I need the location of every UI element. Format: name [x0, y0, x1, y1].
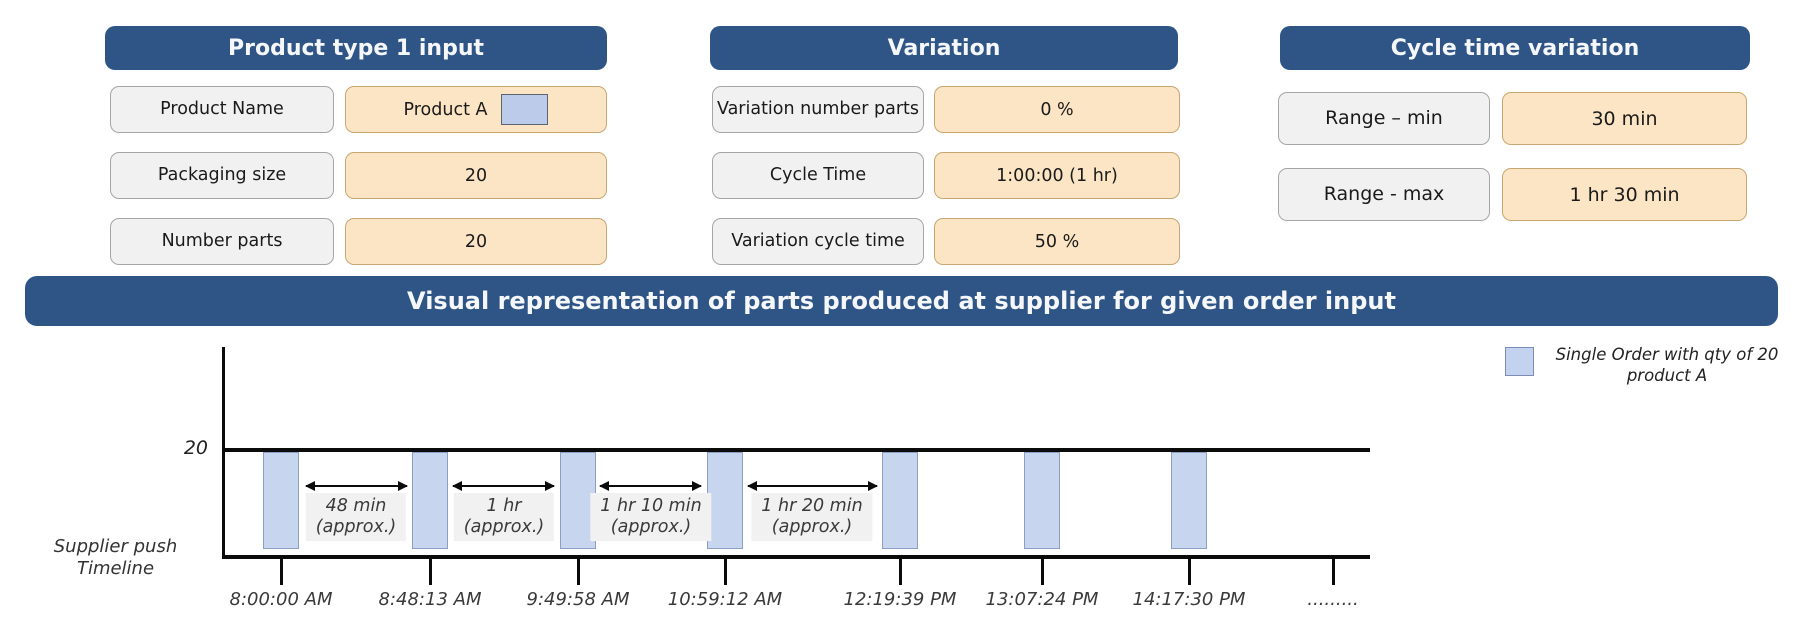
x-tick-label: 8:00:00 AM — [229, 589, 333, 610]
x-tick-label: ......... — [1307, 589, 1359, 610]
param-value-input[interactable]: 30 min — [1502, 92, 1747, 145]
param-value-input[interactable]: 1 hr 30 min — [1502, 168, 1747, 221]
x-tick-label: 14:17:30 PM — [1132, 589, 1246, 610]
legend-label: Single Order with qty of 20 product A — [1555, 345, 1779, 385]
param-label: Variation number parts — [712, 86, 924, 133]
param-value-input[interactable]: Product A — [345, 86, 607, 133]
gap-duration-label: 1 hr 20 min (approx.) — [751, 493, 873, 541]
order-bar — [263, 452, 299, 549]
x-tick — [1331, 558, 1335, 585]
param-label: Variation cycle time — [712, 218, 924, 265]
param-label: Number parts — [110, 218, 334, 265]
param-value-input[interactable]: 1:00:00 (1 hr) — [934, 152, 1180, 199]
order-bar — [882, 452, 918, 549]
x-tick — [723, 558, 727, 585]
section-banner: Visual representation of parts produced … — [25, 276, 1778, 326]
gap-arrow — [599, 480, 702, 491]
x-tick — [279, 558, 283, 585]
x-axis-line — [222, 555, 1370, 559]
param-label: Packaging size — [110, 152, 334, 199]
gap-duration-label: 48 min (approx.) — [305, 493, 407, 541]
gap-duration-label: 1 hr (approx.) — [453, 493, 555, 541]
param-value-input[interactable]: 50 % — [934, 218, 1180, 265]
panel-header-cycle-time-variation: Cycle time variation — [1280, 26, 1750, 70]
x-tick-label: 10:59:12 AM — [667, 589, 783, 610]
panel-header-variation: Variation — [710, 26, 1178, 70]
x-tick — [1040, 558, 1044, 585]
param-value-input[interactable]: 20 — [345, 218, 607, 265]
x-tick-label: 13:07:24 PM — [985, 589, 1099, 610]
x-tick — [576, 558, 580, 585]
qty-20-line — [222, 448, 1370, 452]
x-tick — [428, 558, 432, 585]
y-axis-line — [222, 347, 225, 559]
order-bar — [1024, 452, 1060, 549]
param-value-input[interactable]: 0 % — [934, 86, 1180, 133]
param-value-input[interactable]: 20 — [345, 152, 607, 199]
banner-title: Visual representation of parts produced … — [407, 287, 1396, 315]
order-bar — [707, 452, 743, 549]
order-bar — [1171, 452, 1207, 549]
gap-arrow — [747, 480, 878, 491]
panel-header-product-type-1-input: Product type 1 input — [105, 26, 607, 70]
gap-arrow — [452, 480, 555, 491]
legend-swatch — [1505, 347, 1534, 376]
x-tick-label: 8:48:13 AM — [378, 589, 482, 610]
param-label: Cycle Time — [712, 152, 924, 199]
axis-title: Supplier push Timeline — [53, 536, 178, 579]
gap-duration-label: 1 hr 10 min (approx.) — [590, 493, 712, 541]
gap-arrow — [305, 480, 408, 491]
param-label: Product Name — [110, 86, 334, 133]
order-bar — [412, 452, 448, 549]
param-label: Range – min — [1278, 92, 1490, 145]
x-tick-label: 12:19:39 PM — [843, 589, 957, 610]
x-tick-label: 9:49:58 AM — [526, 589, 630, 610]
x-tick — [1187, 558, 1191, 585]
x-tick — [898, 558, 902, 585]
param-label: Range - max — [1278, 168, 1490, 221]
y-tick-label: 20 — [183, 437, 208, 459]
order-bar — [560, 452, 596, 549]
product-color-swatch — [501, 94, 549, 125]
